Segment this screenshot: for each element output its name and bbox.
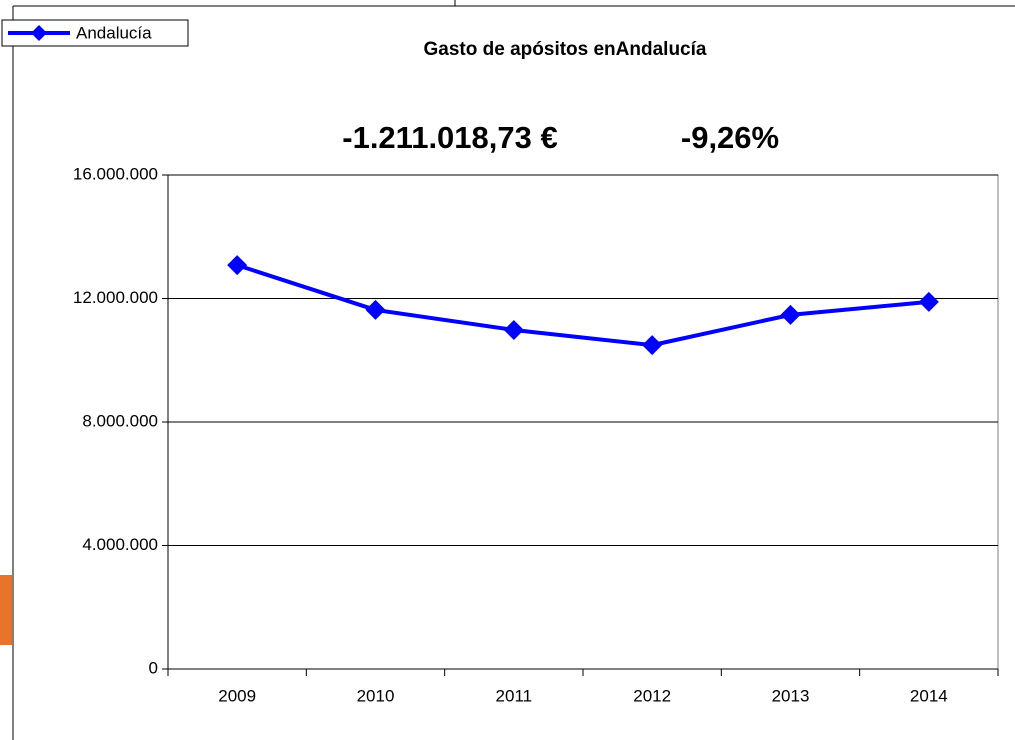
marker — [365, 299, 386, 320]
marker — [227, 255, 248, 276]
background-fragment — [0, 575, 12, 645]
legend-marker — [31, 25, 47, 41]
x-tick-label: 2010 — [357, 686, 395, 705]
y-tick-label: 16.000.000 — [73, 164, 158, 183]
annotation: -9,26% — [681, 120, 779, 155]
marker — [918, 291, 939, 312]
x-tick-label: 2014 — [910, 686, 948, 705]
annotation: -1.211.018,73 € — [342, 120, 557, 155]
x-tick-label: 2013 — [772, 686, 810, 705]
y-tick-label: 0 — [149, 658, 158, 677]
marker — [642, 335, 663, 356]
legend-label: Andalucía — [76, 23, 152, 42]
marker — [503, 319, 524, 340]
y-tick-label: 8.000.000 — [82, 411, 158, 430]
y-tick-label: 4.000.000 — [82, 535, 158, 554]
y-tick-label: 12.000.000 — [73, 288, 158, 307]
x-tick-label: 2009 — [218, 686, 256, 705]
x-tick-label: 2011 — [496, 686, 533, 705]
series-line — [236, 263, 930, 348]
marker — [780, 304, 801, 325]
x-tick-label: 2012 — [633, 686, 671, 705]
chart-title: Gasto de apósitos enAndalucía — [424, 39, 707, 60]
